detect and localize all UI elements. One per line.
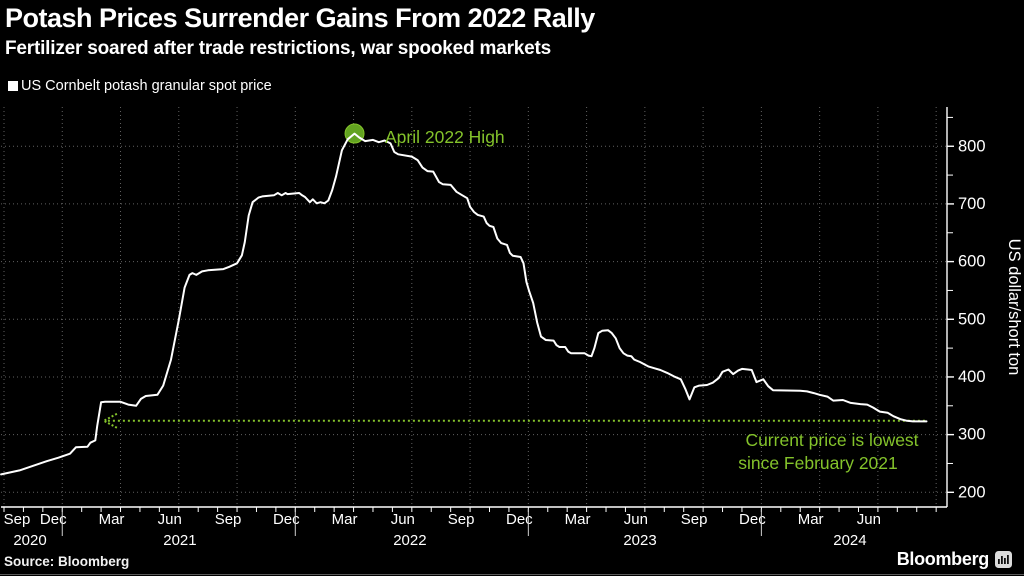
x-axis-year-label: 2022: [393, 532, 426, 549]
x-axis-month-label: Mar: [99, 511, 125, 528]
y-axis-tick-label: 500: [958, 310, 986, 328]
current-price-annotation-line2: since February 2021: [738, 453, 898, 473]
x-axis-month-label: Jun: [391, 511, 415, 528]
chart-header: Potash Prices Surrender Gains From 2022 …: [5, 2, 1015, 60]
legend-label: US Cornbelt potash granular spot price: [21, 78, 272, 94]
x-axis-month-label: Dec: [506, 511, 533, 528]
y-axis-title: US dollar/short ton: [1005, 239, 1023, 376]
current-price-annotation-line1: Current price is lowest: [745, 430, 918, 450]
bloomberg-wordmark: Bloomberg: [896, 549, 990, 569]
x-axis-month-label: Sep: [681, 511, 708, 528]
bloomberg-bars-logo-icon: [995, 551, 1012, 568]
dotted-arrowhead-lower: [103, 419, 118, 429]
x-axis-month-label: Jun: [624, 511, 648, 528]
y-axis-tick-label: 600: [958, 253, 986, 271]
footer-divider: [0, 574, 1024, 575]
x-axis-year-label: 2024: [833, 532, 866, 549]
y-axis-tick-label: 400: [958, 368, 986, 386]
y-axis-tick-label: 800: [958, 137, 986, 155]
legend-swatch-icon: [8, 81, 18, 91]
x-axis-month-label: Mar: [565, 511, 591, 528]
legend: US Cornbelt potash granular spot price: [8, 78, 272, 94]
price-line: [0, 132, 928, 476]
x-axis-year-label: 2021: [163, 532, 196, 549]
x-axis-month-label: Jun: [857, 511, 881, 528]
x-axis-month-label: Dec: [273, 511, 300, 528]
x-axis-month-label: Dec: [40, 511, 67, 528]
x-axis-month-label: Sep: [4, 511, 31, 528]
chart-subtitle: Fertilizer soared after trade restrictio…: [5, 38, 551, 59]
x-axis-year-label: 2023: [623, 532, 656, 549]
x-axis-month-label: Sep: [448, 511, 475, 528]
peak-annotation-label: April 2022 High: [385, 127, 505, 147]
y-axis-tick-label: 300: [958, 426, 986, 444]
dotted-arrowhead-upper: [103, 412, 118, 422]
y-axis-tick-label: 200: [958, 483, 986, 501]
x-axis-month-label: Jun: [158, 511, 182, 528]
source-credit: Source: Bloomberg: [4, 554, 130, 569]
x-axis-month-label: Dec: [739, 511, 766, 528]
x-axis-year-label: 2020: [13, 532, 46, 549]
y-axis-tick-label: 700: [958, 195, 986, 213]
bloomberg-brand: Bloomberg: [897, 549, 1012, 570]
x-axis-month-label: Mar: [332, 511, 358, 528]
x-axis-month-label: Sep: [215, 511, 242, 528]
x-axis-month-label: Mar: [798, 511, 824, 528]
page-title: Potash Prices Surrender Gains From 2022 …: [5, 3, 595, 33]
